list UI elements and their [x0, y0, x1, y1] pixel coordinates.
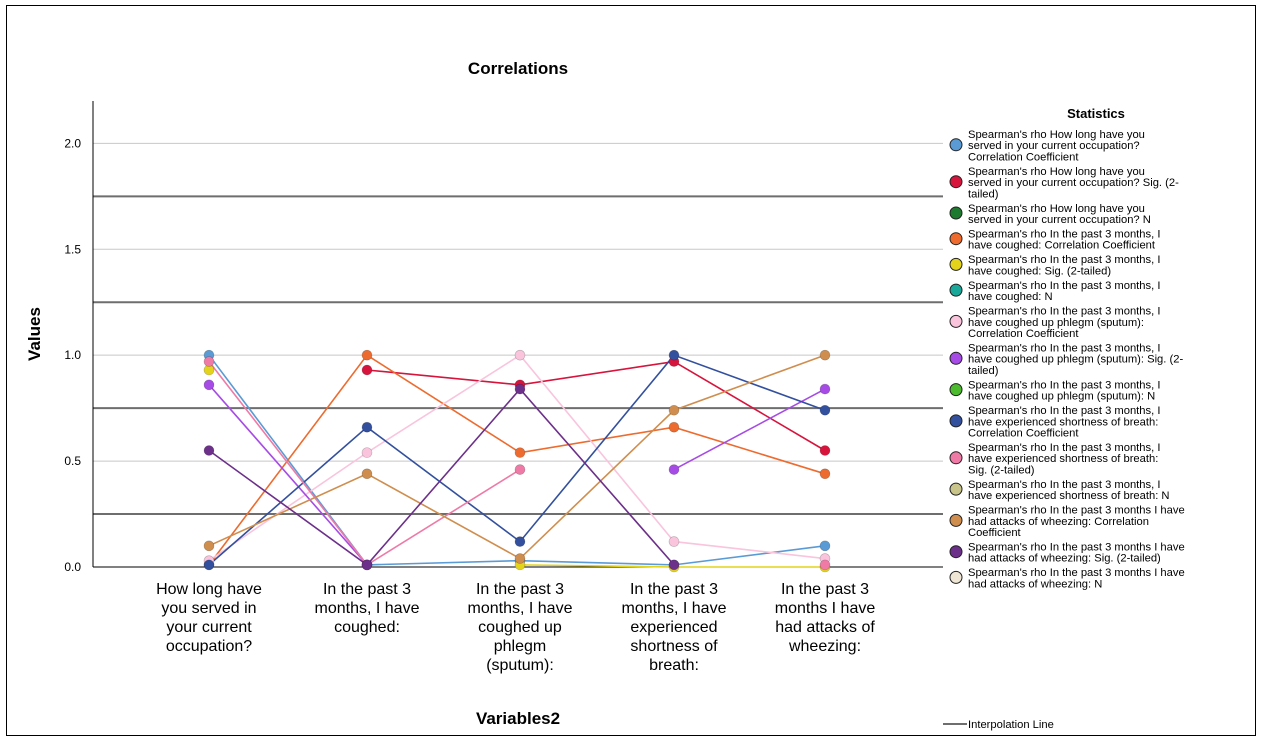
data-point — [361, 559, 373, 571]
data-point — [514, 349, 526, 361]
legend-entry: Spearman's rho In the past 3 months I ha… — [968, 542, 1185, 565]
data-point — [514, 383, 526, 395]
legend-marker — [949, 451, 963, 465]
y-tick-label: 1.0 — [64, 348, 81, 362]
data-point — [361, 421, 373, 433]
x-tick-label: In the past 3 months, I have experienced sh… — [622, 581, 727, 674]
y-tick-label: 0.0 — [64, 560, 81, 574]
y-axis-title: Values — [25, 307, 44, 361]
y-tick-label: 1.5 — [64, 242, 81, 256]
data-point — [819, 349, 831, 361]
x-axis-title: Variables2 — [476, 709, 560, 728]
data-point — [668, 421, 680, 433]
data-point — [819, 404, 831, 416]
data-point — [361, 349, 373, 361]
legend-marker — [949, 314, 963, 328]
legend-entry: Spearman's rho How long have you served i… — [968, 203, 1151, 226]
series-line — [208, 361, 521, 566]
data-point — [514, 464, 526, 475]
series-line — [366, 360, 826, 452]
data-point — [203, 559, 215, 571]
x-tick-label: In the past 3 months, I have coughed: — [315, 581, 420, 636]
legend-marker — [949, 175, 963, 189]
data-point — [203, 445, 215, 456]
y-tick-label: 0.5 — [64, 454, 81, 468]
data-point — [203, 356, 215, 367]
data-point — [668, 404, 680, 416]
legend-entry: Spearman's rho In the past 3 months I ha… — [968, 505, 1185, 539]
legend-marker — [949, 283, 963, 297]
legend-marker — [949, 570, 963, 584]
data-point — [203, 379, 215, 391]
x-tick-label: In the past 3 months I have had attacks of… — [775, 581, 876, 655]
legend-marker — [949, 383, 963, 397]
legend-marker — [949, 351, 963, 365]
legend-entry: Spearman's rho How long have you served i… — [968, 166, 1179, 200]
data-point — [514, 536, 526, 547]
legend-marker — [949, 206, 963, 220]
data-point — [361, 468, 373, 480]
legend-entry: Spearman's rho In the past 3 months I ha… — [968, 567, 1185, 590]
legend-marker — [949, 232, 963, 246]
legend-marker — [949, 545, 963, 559]
series-line — [208, 384, 368, 566]
legend-marker — [949, 257, 963, 271]
data-point — [361, 447, 373, 458]
data-point — [203, 540, 215, 552]
data-point — [819, 559, 831, 571]
data-point — [668, 464, 680, 475]
chart-frame: Correlations 0.0 0.5 1.0 1.5 2.0 Values Variabl… — [6, 5, 1256, 736]
data-point — [819, 540, 831, 552]
data-point — [514, 447, 526, 458]
data-point — [668, 349, 680, 361]
data-point — [668, 559, 680, 571]
legend-entry: Spearman's rho How long have you served i… — [968, 129, 1145, 163]
x-tick-label: In the past 3 months, I have coughed up phl… — [468, 581, 573, 674]
legend-marker — [949, 414, 963, 428]
data-point — [514, 553, 526, 564]
legend-entry: Interpolation Line — [968, 719, 1054, 731]
legend-title: Statistics — [1067, 106, 1125, 121]
data-point — [668, 536, 680, 547]
data-point — [819, 445, 831, 456]
legend-marker — [949, 138, 963, 152]
series-line — [208, 387, 675, 566]
data-point — [819, 383, 831, 395]
data-point — [819, 468, 831, 480]
x-tick-label: How long have you served in your current oc… — [156, 581, 262, 655]
chart-title: Correlations — [468, 59, 568, 78]
legend-marker — [949, 482, 963, 496]
correlations-chart: Correlations 0.0 0.5 1.0 1.5 2.0 Values Variabl… — [25, 59, 1185, 731]
legend-marker — [949, 513, 963, 527]
data-point — [361, 364, 373, 376]
y-tick-label: 2.0 — [64, 136, 81, 150]
series-line — [673, 388, 826, 471]
